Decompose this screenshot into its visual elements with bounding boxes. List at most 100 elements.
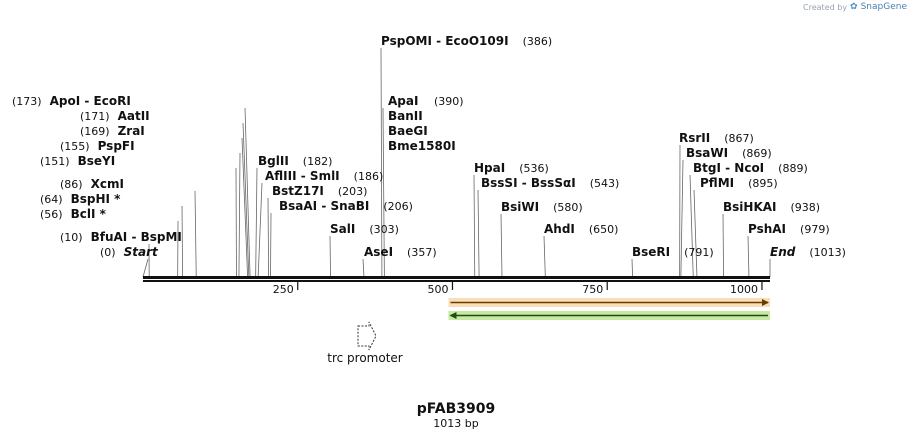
site-name-label: XcmI [91, 177, 124, 191]
site-name-label: BspHI * [71, 192, 122, 206]
sequence-backbone [143, 276, 770, 282]
site-name-label: End [770, 245, 796, 259]
site-position-label: (543) [590, 177, 620, 190]
site-connector-line [255, 167, 258, 278]
site-name-label: BsiWI [501, 200, 539, 214]
site-label-xcmi[interactable]: (86) XcmI [60, 177, 124, 191]
site-name-label: BaeGI [388, 124, 428, 138]
plasmid-length: 1013 bp [433, 417, 478, 430]
site-name-label: ZraI [118, 124, 145, 138]
site-connector-line [747, 235, 750, 278]
site-connector-line [473, 174, 476, 278]
site-connector-line [689, 174, 694, 278]
site-connector-line [543, 235, 546, 278]
site-position-label: (536) [519, 162, 549, 175]
site-label-bsihkai[interactable]: BsiHKAI (938) [723, 200, 820, 214]
site-name-label: RsrII [679, 131, 710, 145]
site-position-label: (186) [354, 170, 384, 183]
site-label-bsawi[interactable]: BsaWI (869) [686, 146, 772, 160]
snapgene-logo-icon: ✿ [850, 2, 858, 12]
site-name-label: Bme1580I [388, 139, 456, 153]
site-label-pspomi[interactable]: PspOMI - EcoO109I (386) [381, 34, 552, 48]
site-position-label: (56) [40, 208, 63, 221]
created-by-text: Created by [803, 2, 848, 12]
site-connector-line [380, 47, 383, 278]
site-position-label: (169) [80, 125, 110, 138]
site-connector-line [382, 107, 385, 278]
site-name-label: BsaAI - SnaBI [279, 199, 369, 213]
site-position-label: (86) [60, 178, 83, 191]
site-label-pshai[interactable]: PshAI (979) [748, 222, 830, 236]
site-position-label: (155) [60, 140, 90, 153]
site-name-label: BstZ17I [272, 184, 324, 198]
site-name-label: BtgI - NcoI [693, 161, 764, 175]
site-position-label: (64) [40, 193, 63, 206]
site-connector-line [242, 122, 250, 278]
site-label-bseyi[interactable]: (151) BseYI [40, 154, 115, 168]
site-connector-line [693, 189, 698, 278]
site-name-label: BsiHKAI [723, 200, 777, 214]
site-label-aatii[interactable]: (171) AatII [80, 109, 150, 123]
site-position-label: (386) [523, 35, 553, 48]
site-label-hpai[interactable]: HpaI (536) [474, 161, 549, 175]
ruler-ticks: 250 500 750 1000 [273, 282, 763, 296]
site-position-label: (203) [338, 185, 368, 198]
site-labels: (0) Start (10) BfuAI - BspMI (56) BclI * (64) B… [12, 34, 846, 259]
site-name-label: BsaWI [686, 146, 728, 160]
site-name-label: PspFI [98, 139, 135, 153]
site-label-bcli[interactable]: (56) BclI * [40, 207, 107, 221]
plasmid-name: pFAB3909 [417, 401, 495, 417]
site-label-sali[interactable]: SalI (303) [330, 222, 399, 236]
site-label-pspfi[interactable]: (155) PspFI [60, 139, 135, 153]
site-position-label: (303) [369, 223, 399, 236]
trc-promoter-feature[interactable]: trc promoter [327, 321, 403, 365]
site-label-bseri[interactable]: BseRI (791) [632, 245, 714, 259]
site-name-label: PflMI [700, 176, 734, 190]
site-position-label: (1013) [809, 246, 846, 259]
backbone-top-strand [143, 276, 770, 279]
site-name-label: SalI [330, 222, 355, 236]
site-label-bglii[interactable]: BglII (182) [258, 154, 332, 168]
site-label-bfuai[interactable]: (10) BfuAI - BspMI [60, 230, 182, 244]
site-label-bsaai[interactable]: BsaAI - SnaBI (206) [279, 199, 413, 213]
site-connector-line [329, 235, 331, 278]
site-connector-line [142, 258, 149, 278]
site-label-apoi[interactable]: (173) ApoI - EcoRI [12, 94, 131, 108]
site-position-label: (580) [553, 201, 583, 214]
site-label-start[interactable]: (0) Start [100, 245, 159, 259]
site-lines [142, 47, 771, 278]
site-position-label: (390) [434, 95, 464, 108]
site-label-asei[interactable]: AseI (357) [364, 245, 437, 259]
site-label-afliii[interactable]: AflIII - SmlI (186) [265, 169, 383, 183]
site-position-label: (895) [748, 177, 778, 190]
site-connector-line [722, 213, 724, 278]
site-label-bsssi[interactable]: BssSI - BssSαI (543) [481, 176, 619, 190]
site-label-zrai[interactable]: (169) ZraI [80, 124, 145, 138]
site-name-label: Start [124, 245, 159, 259]
site-label-bsphi[interactable]: (64) BspHI * [40, 192, 121, 206]
ruler-tick-label: 750 [582, 283, 603, 296]
site-position-label: (0) [100, 246, 116, 259]
site-label-rsrii[interactable]: RsrII (867) [679, 131, 754, 145]
site-position-label: (650) [589, 223, 619, 236]
site-name-label: BseYI [78, 154, 116, 168]
site-connector-line [181, 205, 184, 278]
site-label-bsiwi[interactable]: BsiWI (580) [501, 200, 583, 214]
site-label-pflmi[interactable]: PflMI (895) [700, 176, 778, 190]
site-label-btgi[interactable]: BtgI - NcoI (889) [693, 161, 808, 175]
site-name-label: AatII [118, 109, 150, 123]
site-name-label: AseI [364, 245, 393, 259]
site-position-label: (10) [60, 231, 83, 244]
site-position-label: (791) [684, 246, 714, 259]
site-label-bstz17i[interactable]: BstZ17I (203) [272, 184, 367, 198]
ruler-tick-label: 1000 [730, 283, 758, 296]
ruler-tick-label: 500 [427, 283, 448, 296]
site-name-label: BseRI [632, 245, 670, 259]
promoter-arrow-icon [357, 321, 377, 351]
site-label-ahdi[interactable]: AhdI (650) [544, 222, 618, 236]
site-label-end[interactable]: End (1013) [770, 245, 846, 259]
site-position-label: (151) [40, 155, 70, 168]
site-name-label: ApoI - EcoRI [50, 94, 131, 108]
